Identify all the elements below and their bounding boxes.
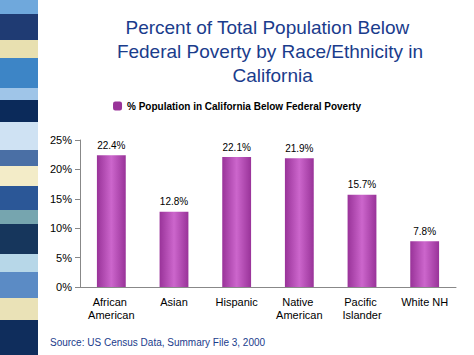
svg-text:Asian: Asian bbox=[160, 296, 188, 308]
svg-text:Hispanic: Hispanic bbox=[216, 296, 259, 308]
svg-text:Source: US Census Data, Summar: Source: US Census Data, Summary File 3, … bbox=[50, 337, 266, 348]
svg-text:5%: 5% bbox=[56, 252, 72, 264]
svg-text:15%: 15% bbox=[50, 193, 72, 205]
svg-text:% Population in California Bel: % Population in California Below Federal… bbox=[127, 101, 361, 112]
svg-text:African: African bbox=[93, 296, 130, 308]
svg-text:22.4%: 22.4% bbox=[97, 140, 125, 151]
svg-text:21.9%: 21.9% bbox=[285, 143, 313, 154]
svg-text:10%: 10% bbox=[50, 222, 72, 234]
svg-text:American: American bbox=[88, 309, 134, 321]
svg-text:California: California bbox=[227, 65, 313, 86]
svg-text:12.8%: 12.8% bbox=[160, 196, 188, 207]
svg-text:Percent of Total Population Be: Percent of Total Population Below bbox=[125, 17, 414, 38]
svg-text:White NH: White NH bbox=[401, 296, 448, 308]
svg-text:Native: Native bbox=[282, 296, 316, 308]
svg-text:Pacific: Pacific bbox=[344, 296, 379, 308]
svg-text:Federal Poverty by Race/Ethnic: Federal Poverty by Race/Ethnicity in bbox=[117, 41, 423, 62]
svg-text:American: American bbox=[276, 309, 322, 321]
svg-text:15.7%: 15.7% bbox=[348, 179, 376, 190]
svg-text:Islander: Islander bbox=[342, 309, 381, 321]
svg-text:22.1%: 22.1% bbox=[222, 142, 250, 153]
svg-text:25%: 25% bbox=[50, 134, 72, 146]
svg-text:7.8%: 7.8% bbox=[413, 226, 436, 237]
svg-text:0%: 0% bbox=[56, 281, 72, 293]
svg-text:20%: 20% bbox=[50, 163, 72, 175]
